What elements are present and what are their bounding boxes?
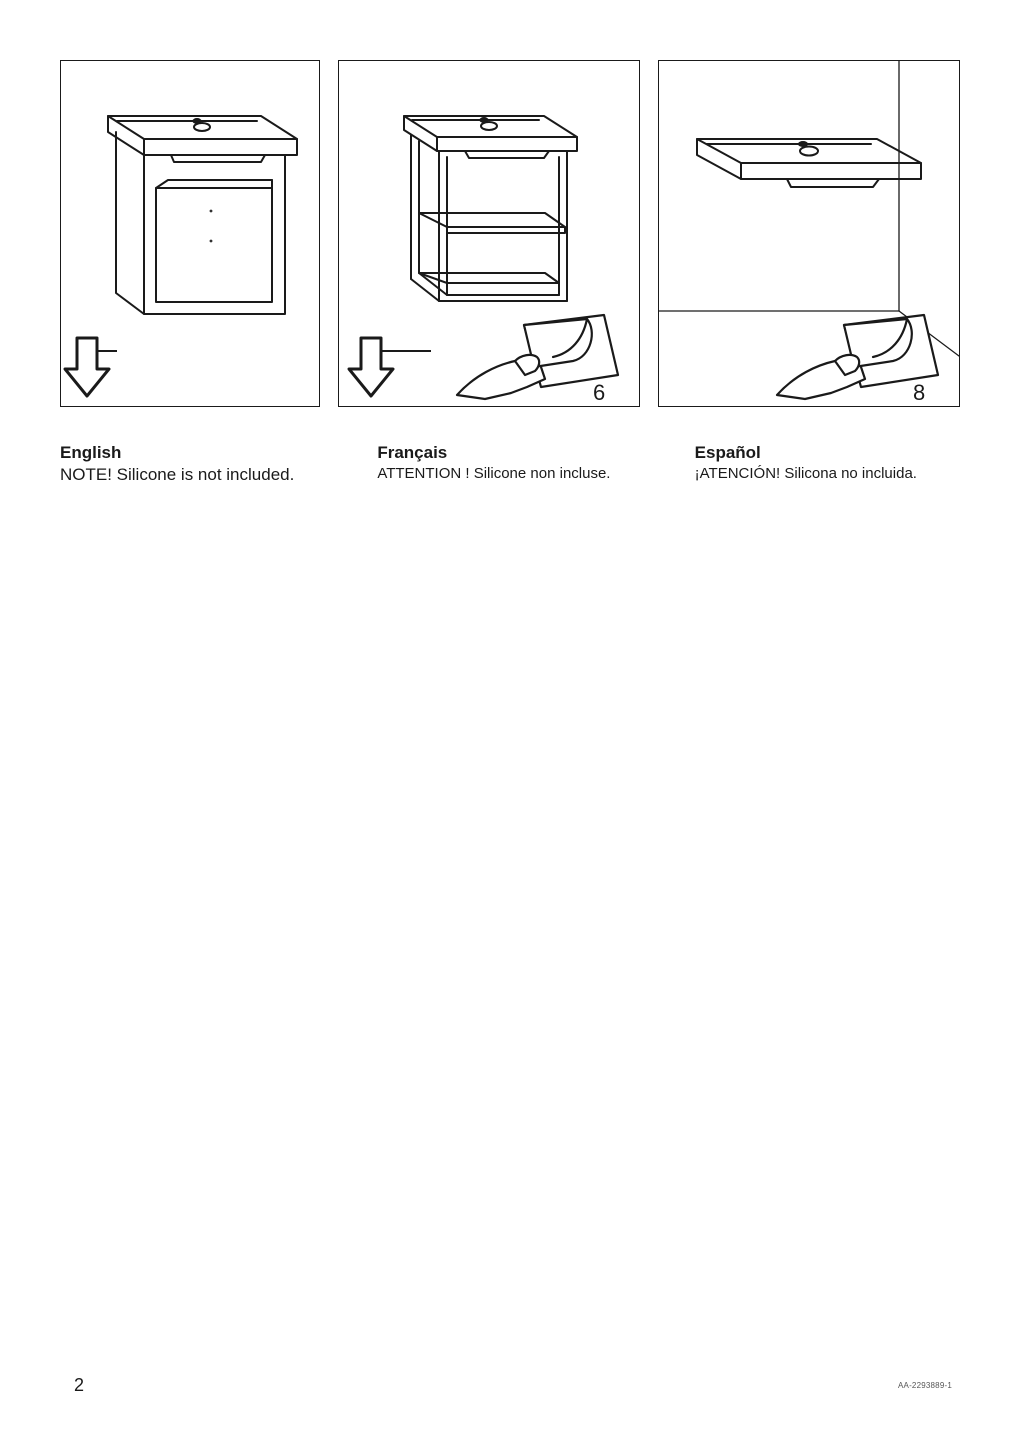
step-number: 6 <box>593 380 605 405</box>
note-spanish: Español ¡ATENCIÓN! Silicona no incluida. <box>695 443 952 485</box>
lang-label: Español <box>695 443 952 463</box>
page-number: 2 <box>74 1375 84 1396</box>
note-french: Français ATTENTION ! Silicone non inclus… <box>377 443 634 485</box>
panel-cabinet-washstand <box>60 60 320 407</box>
panel-wallmount-sink: 8 <box>658 60 960 407</box>
note-text: ¡ATENCIÓN! Silicona no incluida. <box>695 465 952 482</box>
document-id: AA-2293889-1 <box>898 1381 952 1390</box>
lang-label: English <box>60 443 317 463</box>
step-number: 8 <box>913 380 925 405</box>
note-english: English NOTE! Silicone is not included. <box>60 443 317 485</box>
diagram-panels: 6 <box>60 60 952 407</box>
lang-label: Français <box>377 443 634 463</box>
note-text: ATTENTION ! Silicone non incluse. <box>377 465 634 482</box>
panel-openframe-washstand: 6 <box>338 60 640 407</box>
note-text: NOTE! Silicone is not included. <box>60 465 317 485</box>
language-notes: English NOTE! Silicone is not included. … <box>60 443 952 485</box>
